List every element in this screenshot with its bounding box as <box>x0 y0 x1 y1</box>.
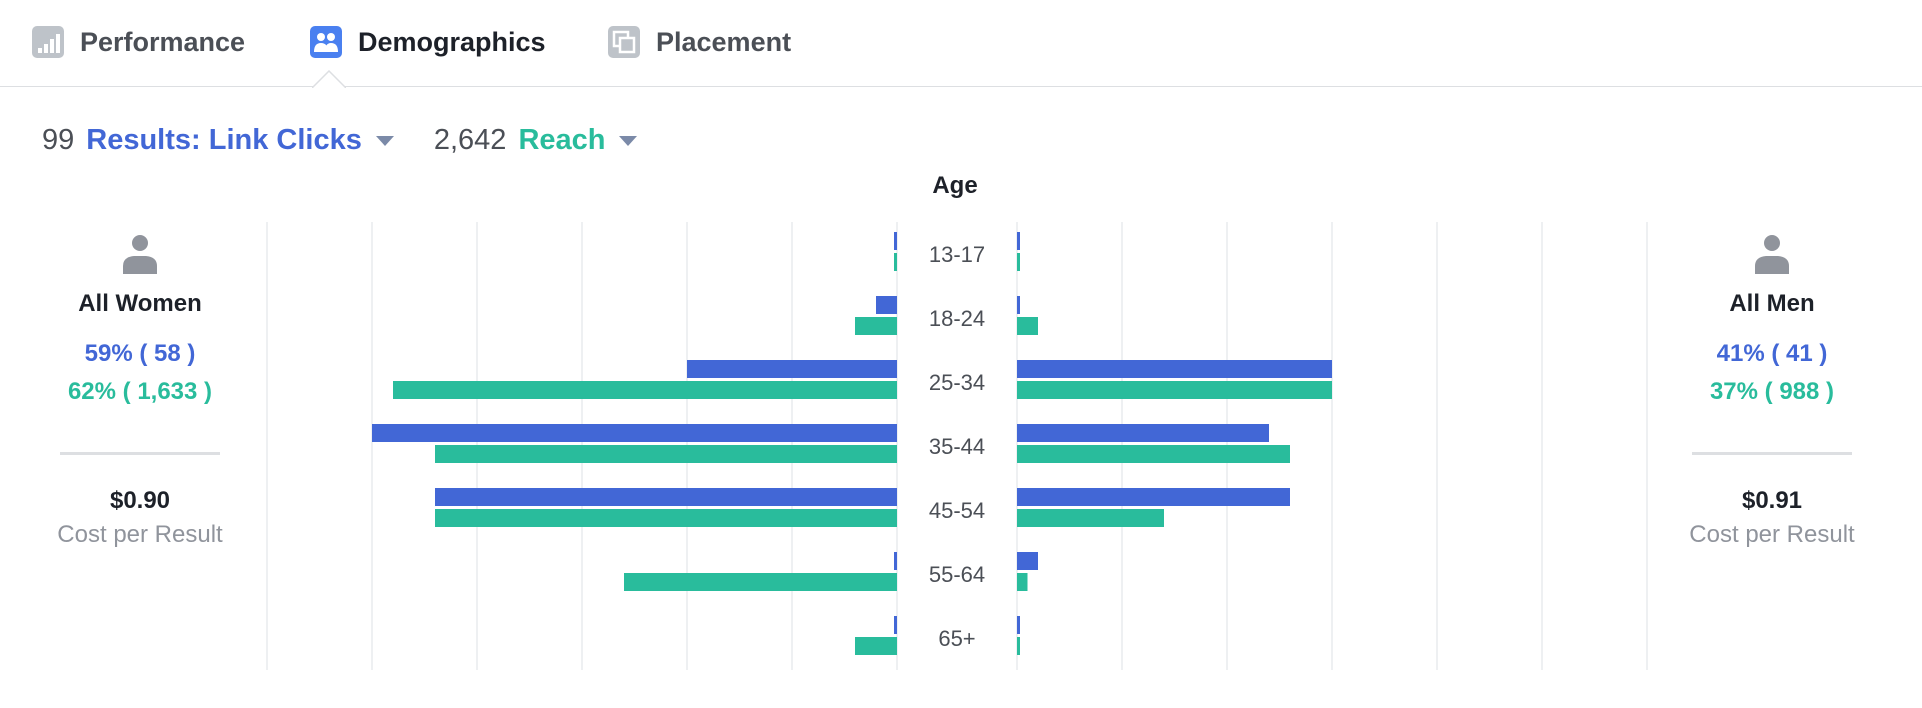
bar-women-results <box>894 616 897 634</box>
tab-label: Demographics <box>358 26 546 57</box>
divider <box>1692 452 1852 455</box>
men-title: All Men <box>1729 290 1815 317</box>
chevron-down-icon <box>619 136 638 146</box>
bar-chart-icon <box>32 26 64 58</box>
bar-men-reach <box>1017 573 1028 591</box>
women-cost-label: Cost per Result <box>57 521 223 548</box>
tab-label: Performance <box>80 26 246 57</box>
bar-women-reach <box>624 573 897 591</box>
women-reach-share: 62% ( 1,633 ) <box>67 378 213 405</box>
divider <box>60 452 220 455</box>
tab-demographics[interactable]: Demographics <box>310 22 546 62</box>
age-category-label: 13-17 <box>929 242 985 267</box>
age-category-label: 25-34 <box>929 370 985 395</box>
bar-men-results <box>1017 552 1038 570</box>
bar-men-reach <box>1017 317 1038 335</box>
age-category-label: 18-24 <box>929 306 985 331</box>
results-value: 99 <box>42 123 75 156</box>
women-cost-value: $0.90 <box>109 487 171 514</box>
age-category-label: 45-54 <box>929 498 985 523</box>
bar-men-reach <box>1017 253 1020 271</box>
bar-men-results <box>1017 296 1020 314</box>
bar-women-results <box>894 232 897 250</box>
bar-men-reach <box>1017 381 1332 399</box>
bar-women-results <box>894 552 897 570</box>
bar-men-reach <box>1017 445 1290 463</box>
reach-metric-dropdown[interactable]: 2,642 Reach <box>434 124 638 157</box>
results-label: Results: Link Clicks <box>86 123 362 156</box>
results-metric-dropdown[interactable]: 99 Results: Link Clicks <box>42 124 394 157</box>
women-title: All Women <box>78 290 202 317</box>
bar-women-results <box>687 360 897 378</box>
bar-women-reach <box>435 445 897 463</box>
placement-icon <box>608 26 640 58</box>
bar-men-results <box>1017 488 1290 506</box>
bar-women-results <box>876 296 897 314</box>
bar-men-results <box>1017 232 1020 250</box>
women-results-share: 59% ( 58 ) <box>84 340 196 367</box>
person-icon <box>1755 235 1789 274</box>
chevron-down-icon <box>375 136 394 146</box>
tab-placement[interactable]: Placement <box>608 22 791 62</box>
person-icon <box>123 235 157 274</box>
men-reach-share: 37% ( 988 ) <box>1709 378 1835 405</box>
bar-women-results <box>435 488 897 506</box>
bar-men-reach <box>1017 509 1164 527</box>
bar-women-results <box>372 424 897 442</box>
men-cost-value: $0.91 <box>1741 487 1803 514</box>
age-category-label: 55-64 <box>929 562 985 587</box>
bar-women-reach <box>855 637 897 655</box>
bar-women-reach <box>855 317 897 335</box>
tab-performance[interactable]: Performance <box>32 22 245 62</box>
chart-title: Age <box>932 172 978 199</box>
reach-label: Reach <box>518 123 606 156</box>
bar-men-reach <box>1017 637 1020 655</box>
people-icon <box>310 26 342 58</box>
women-summary: All Women 59% ( 58 ) 62% ( 1,633 ) $0.90… <box>20 232 260 549</box>
metrics-bar: 99 Results: Link Clicks 2,642 Reach <box>42 118 677 162</box>
report-tabs: Performance Demographics Placement <box>0 0 1922 88</box>
age-category-label: 65+ <box>938 626 975 651</box>
men-cost-label: Cost per Result <box>1689 521 1855 548</box>
men-summary: All Men 41% ( 41 ) 37% ( 988 ) $0.91 Cos… <box>1652 232 1892 549</box>
men-results-share: 41% ( 41 ) <box>1716 340 1828 367</box>
bar-women-reach <box>435 509 897 527</box>
tab-label: Placement <box>656 26 792 57</box>
age-category-label: 35-44 <box>929 434 985 459</box>
bar-men-results <box>1017 616 1020 634</box>
bar-women-reach <box>393 381 897 399</box>
bar-women-reach <box>894 253 897 271</box>
reach-value: 2,642 <box>433 123 507 156</box>
active-tab-indicator <box>312 70 346 88</box>
bar-men-results <box>1017 360 1332 378</box>
bar-men-results <box>1017 424 1269 442</box>
